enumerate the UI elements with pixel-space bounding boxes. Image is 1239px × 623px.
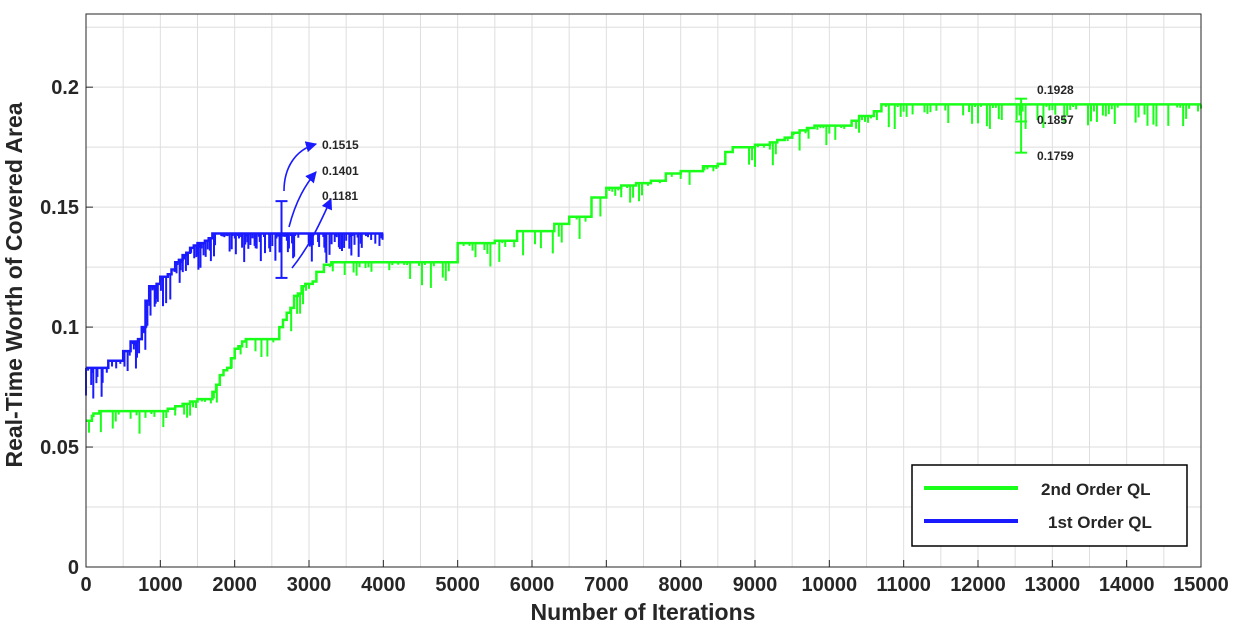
x-tick-label: 1000 — [138, 574, 183, 596]
legend: 2nd Order QL 1st Order QL — [911, 464, 1188, 547]
y-tick-label: 0 — [68, 557, 79, 579]
x-tick-label: 2000 — [212, 574, 257, 596]
x-tick-label: 3000 — [287, 574, 332, 596]
x-tick-label: 4000 — [361, 574, 406, 596]
annotation-label: 0.1857 — [1037, 113, 1074, 127]
series-1st-order-ql — [85, 232, 384, 399]
x-tick-label: 0 — [80, 574, 91, 596]
annotation-arrow — [283, 141, 318, 192]
x-tick-label: 6000 — [510, 574, 555, 596]
y-axis-label: Real-Time Worth of Covered Area — [1, 102, 27, 467]
errorbar — [1015, 97, 1028, 154]
annotation-label: 0.1181 — [322, 189, 358, 203]
x-tick-label: 13000 — [1025, 574, 1081, 596]
x-tick-label: 8000 — [658, 574, 703, 596]
annotation-label: 0.1515 — [322, 138, 359, 152]
x-tick-label: 10000 — [802, 574, 858, 596]
x-tick-label: 9000 — [733, 574, 778, 596]
x-tick-label: 5000 — [435, 574, 480, 596]
annotation-label: 0.1928 — [1037, 83, 1074, 97]
annotation-label: 0.1401 — [322, 164, 359, 178]
annotation-arrow — [291, 197, 332, 269]
x-tick-label: 7000 — [584, 574, 629, 596]
legend-label-1st-order: 1st Order QL — [1048, 513, 1152, 532]
x-tick-label: 11000 — [876, 574, 931, 596]
x-tick-label: 14000 — [1099, 574, 1155, 596]
x-tick-label: 15000 — [1173, 574, 1229, 596]
grid-lines — [86, 14, 1201, 567]
x-axis-label: Number of Iterations — [531, 599, 756, 623]
y-tick-label: 0.2 — [51, 77, 79, 99]
plot-frame — [85, 13, 1202, 568]
x-tick-labels: 0 1000 2000 3000 4000 5000 6000 7000 8000 9000 100… — [80, 560, 1229, 596]
series-layer — [85, 103, 1202, 434]
x-tick-label: 12000 — [950, 574, 1006, 596]
series-line — [86, 103, 1201, 422]
y-tick-labels: 0 0.05 0.1 0.15 0.2 — [40, 77, 93, 579]
legend-box — [911, 464, 1188, 547]
annotation-arrow — [288, 171, 317, 228]
y-tick-label: 0.15 — [40, 197, 79, 219]
errorbar — [275, 200, 288, 279]
legend-label-2nd-order: 2nd Order QL — [1041, 480, 1151, 499]
series-2nd-order-ql — [86, 103, 1202, 434]
y-tick-label: 0.05 — [40, 437, 79, 459]
annotation-label: 0.1759 — [1037, 149, 1074, 163]
annotation-labels: 0.1515 0.1401 0.1181 0.1928 0.1857 0.1759 — [322, 83, 1074, 203]
annotation-arrows — [283, 141, 332, 269]
y-tick-label: 0.1 — [51, 317, 79, 339]
errorbar-layer — [275, 97, 1028, 279]
